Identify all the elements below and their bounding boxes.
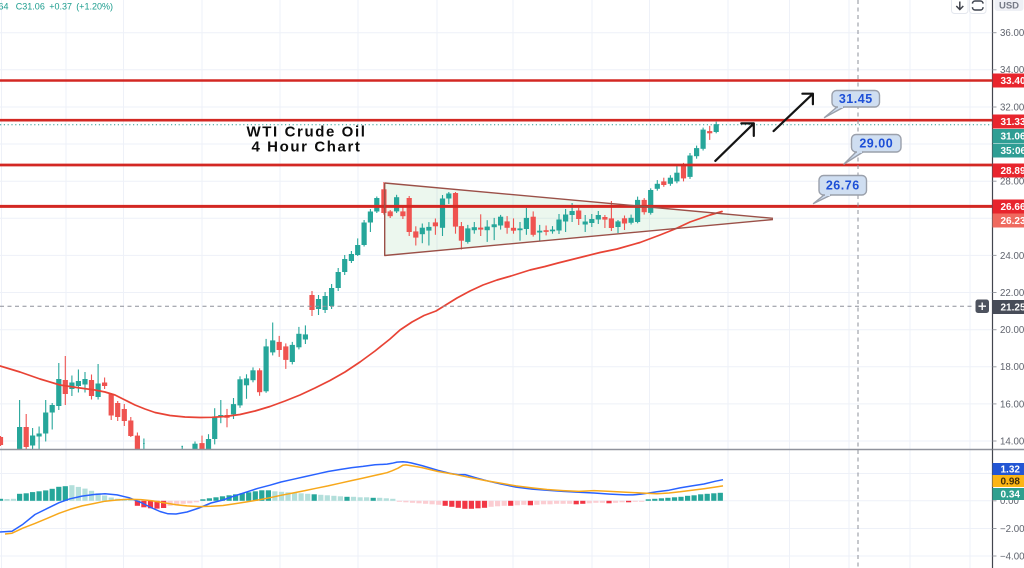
svg-text:26.66: 26.66 (1001, 202, 1024, 213)
svg-text:20.00: 20.00 (1000, 325, 1024, 336)
svg-text:4 Hour Chart: 4 Hour Chart (251, 139, 361, 156)
svg-text:USD: USD (999, 1, 1019, 12)
svg-text:18.00: 18.00 (1000, 362, 1024, 373)
svg-text:26.76: 26.76 (826, 178, 860, 192)
svg-text:31.45: 31.45 (839, 92, 873, 106)
svg-text:1.32: 1.32 (1001, 465, 1021, 476)
svg-text:31.06: 31.06 (1001, 132, 1024, 143)
svg-text:16.00: 16.00 (1000, 399, 1024, 410)
svg-text:29.00: 29.00 (859, 136, 893, 150)
svg-text:0.98: 0.98 (1001, 477, 1021, 488)
svg-text:−2.00: −2.00 (1000, 524, 1024, 535)
svg-text:36.00: 36.00 (1000, 28, 1024, 39)
svg-text:22.00: 22.00 (1000, 288, 1024, 299)
svg-text:32.00: 32.00 (1000, 102, 1024, 113)
svg-text:33.40: 33.40 (1001, 76, 1024, 87)
svg-text:21.25: 21.25 (1001, 303, 1024, 314)
svg-text:0.34: 0.34 (1001, 490, 1021, 501)
svg-text:WTI Crude Oil: WTI Crude Oil (247, 124, 367, 141)
svg-text:14.00: 14.00 (1000, 436, 1024, 447)
svg-text:24.00: 24.00 (1000, 251, 1024, 262)
svg-text:28.00: 28.00 (1000, 177, 1024, 188)
svg-text:31.33: 31.33 (1001, 117, 1024, 128)
svg-text:0.00: 0.00 (1000, 496, 1019, 507)
svg-text:26.23: 26.23 (1001, 216, 1024, 227)
svg-text:28.89: 28.89 (1001, 166, 1024, 177)
svg-text:35:06: 35:06 (1001, 146, 1024, 157)
svg-text:−4.00: −4.00 (1000, 551, 1024, 562)
svg-text:34.00: 34.00 (1000, 65, 1024, 76)
